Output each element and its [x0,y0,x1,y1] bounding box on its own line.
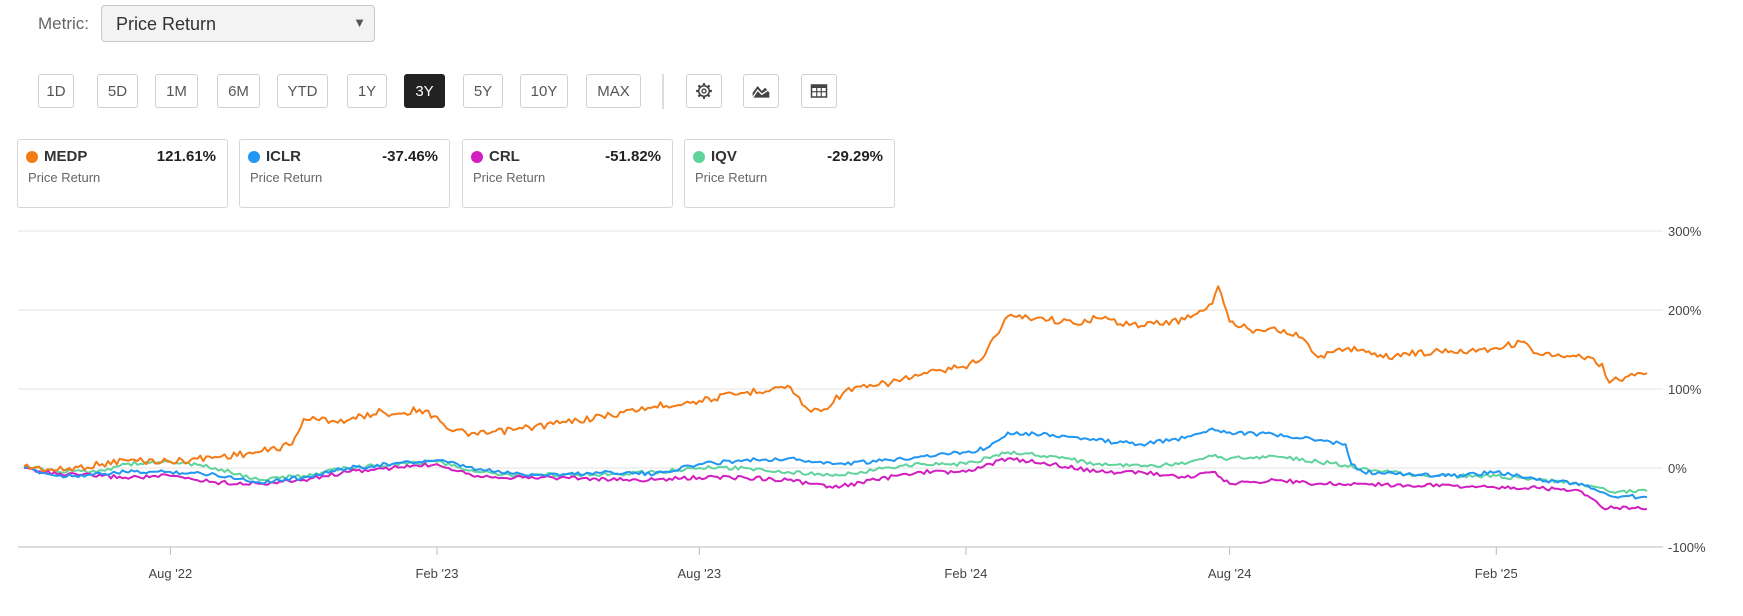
metric-select-value: Price Return [116,14,217,34]
legend-card-iclr[interactable]: ICLR -37.46% Price Return [239,139,450,208]
card-ticker: MEDP [44,148,88,165]
metric-label: Metric: [38,14,89,33]
series-line-crl [23,457,1648,511]
card-value: -37.46% [382,148,438,165]
card-value: -29.29% [827,148,883,165]
y-tick-label: 100% [1668,382,1702,397]
table-view-button[interactable] [801,74,837,108]
legend-card-crl[interactable]: CRL -51.82% Price Return [462,139,673,208]
chart-type-button[interactable] [743,74,779,108]
table-icon [810,84,828,98]
card-ticker: ICLR [266,148,301,165]
range-button-3y[interactable]: 3Y [404,74,445,108]
range-button-10y[interactable]: 10Y [520,74,568,108]
gear-icon [696,83,712,99]
series-line-medp [23,285,1648,472]
card-ticker: CRL [489,148,520,165]
x-tick-label: Aug '22 [149,566,193,581]
card-metric: Price Return [473,170,546,185]
y-tick-label: -100% [1668,540,1706,555]
price-return-chart[interactable]: 300% 200% 100% 0% -100% Aug '22 Feb '23 Aug '23… [0,218,1743,616]
range-button-6m[interactable]: 6M [217,74,260,108]
settings-button[interactable] [686,74,722,108]
series-line-iclr [23,427,1648,500]
card-metric: Price Return [250,170,323,185]
card-metric: Price Return [28,170,101,185]
range-button-1d[interactable]: 1D [38,74,74,108]
range-button-1y[interactable]: 1Y [347,74,387,108]
series-color-dot [248,151,260,163]
toolbar-divider [662,74,664,109]
card-metric: Price Return [695,170,768,185]
x-tick-label: Aug '23 [677,566,721,581]
area-chart-icon [752,86,770,99]
series-color-dot [471,151,483,163]
x-tick-label: Feb '23 [416,566,459,581]
range-button-5d[interactable]: 5D [97,74,138,108]
range-button-5y[interactable]: 5Y [463,74,503,108]
card-ticker: IQV [711,148,737,165]
y-tick-label: 0% [1668,461,1687,476]
series-color-dot [26,151,38,163]
chevron-down-icon: ▼ [353,15,366,30]
range-button-ytd[interactable]: YTD [277,74,328,108]
range-button-1m[interactable]: 1M [155,74,198,108]
series-color-dot [693,151,705,163]
card-value: 121.61% [156,148,216,165]
range-button-max[interactable]: MAX [586,74,641,108]
y-tick-label: 300% [1668,224,1702,239]
legend-card-medp[interactable]: MEDP 121.61% Price Return [17,139,228,208]
x-tick-label: Feb '25 [1475,566,1518,581]
y-tick-label: 200% [1668,303,1702,318]
metric-select[interactable]: Price Return ▼ [101,5,375,42]
x-tick-label: Feb '24 [944,566,987,581]
card-value: -51.82% [605,148,661,165]
legend-card-iqv[interactable]: IQV -29.29% Price Return [684,139,895,208]
x-tick-label: Aug '24 [1208,566,1252,581]
